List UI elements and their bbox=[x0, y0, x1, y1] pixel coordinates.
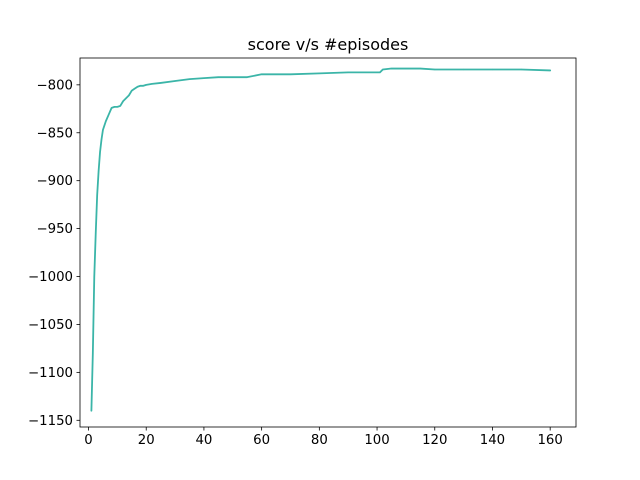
data-point bbox=[131, 89, 133, 92]
y-tick-label: −1100 bbox=[28, 366, 73, 381]
data-point bbox=[232, 76, 234, 78]
data-point bbox=[491, 68, 494, 71]
data-point bbox=[379, 71, 381, 73]
x-tick-label: 0 bbox=[84, 433, 92, 448]
x-tick-label: 40 bbox=[195, 433, 212, 448]
data-point bbox=[275, 73, 277, 75]
data-point bbox=[390, 67, 393, 70]
data-point bbox=[549, 69, 551, 72]
data-point bbox=[145, 84, 147, 86]
data-point bbox=[261, 73, 263, 75]
axes: 0 20 40 60 80 100 120 140 160 −800 −850 −900 −950 −10… bbox=[28, 57, 577, 448]
data-point bbox=[419, 67, 421, 70]
data-point bbox=[93, 275, 95, 278]
data-point bbox=[405, 67, 407, 70]
chart-title: score v/s #episodes bbox=[248, 35, 409, 54]
data-point bbox=[174, 80, 176, 82]
plot-area bbox=[90, 67, 552, 412]
data-point bbox=[347, 71, 349, 73]
data-point bbox=[125, 97, 127, 99]
data-point bbox=[318, 72, 320, 74]
data-point bbox=[108, 113, 110, 116]
x-tick-label: 20 bbox=[138, 433, 155, 448]
data-point bbox=[160, 82, 162, 84]
y-tick-label: −900 bbox=[36, 174, 73, 189]
y-tick-label: −800 bbox=[36, 78, 73, 93]
data-point bbox=[90, 410, 92, 412]
data-point bbox=[289, 73, 292, 75]
series-line-0 bbox=[90, 67, 552, 412]
x-tick-label: 60 bbox=[253, 433, 270, 448]
data-point bbox=[217, 76, 219, 78]
data-point bbox=[142, 85, 144, 87]
axes-frame bbox=[79, 57, 577, 428]
x-tick-label: 100 bbox=[364, 433, 389, 448]
data-point bbox=[151, 83, 153, 85]
data-point bbox=[98, 170, 100, 172]
y-tick-label: −1000 bbox=[28, 270, 73, 285]
data-point bbox=[520, 68, 522, 71]
data-point bbox=[99, 151, 101, 153]
data-point bbox=[382, 68, 384, 71]
data-point bbox=[136, 86, 139, 88]
x-tick-label: 120 bbox=[422, 433, 447, 448]
data-point bbox=[376, 71, 378, 73]
data-point bbox=[246, 76, 248, 78]
data-point bbox=[463, 68, 465, 71]
y-tick-label: −1150 bbox=[28, 414, 73, 429]
data-point bbox=[188, 78, 191, 80]
x-tick-label: 140 bbox=[480, 433, 505, 448]
data-point bbox=[105, 120, 107, 122]
data-point bbox=[100, 138, 103, 141]
y-tick-label: −850 bbox=[36, 126, 73, 141]
y-tick-label: −1050 bbox=[28, 318, 73, 333]
data-point bbox=[139, 85, 142, 87]
data-point bbox=[92, 352, 94, 354]
x-tick-label: 80 bbox=[311, 433, 328, 448]
data-point bbox=[134, 88, 136, 90]
data-point bbox=[119, 105, 121, 107]
data-point bbox=[116, 106, 118, 108]
data-point bbox=[111, 107, 113, 109]
data-point bbox=[122, 100, 124, 102]
data-point bbox=[113, 106, 116, 108]
data-point bbox=[102, 129, 104, 131]
data-point bbox=[95, 232, 97, 234]
y-tick-label: −950 bbox=[36, 222, 73, 237]
data-point bbox=[128, 94, 130, 96]
x-tick-label: 160 bbox=[537, 433, 562, 448]
data-point bbox=[96, 194, 98, 196]
data-point bbox=[203, 77, 205, 79]
data-point bbox=[434, 68, 436, 71]
